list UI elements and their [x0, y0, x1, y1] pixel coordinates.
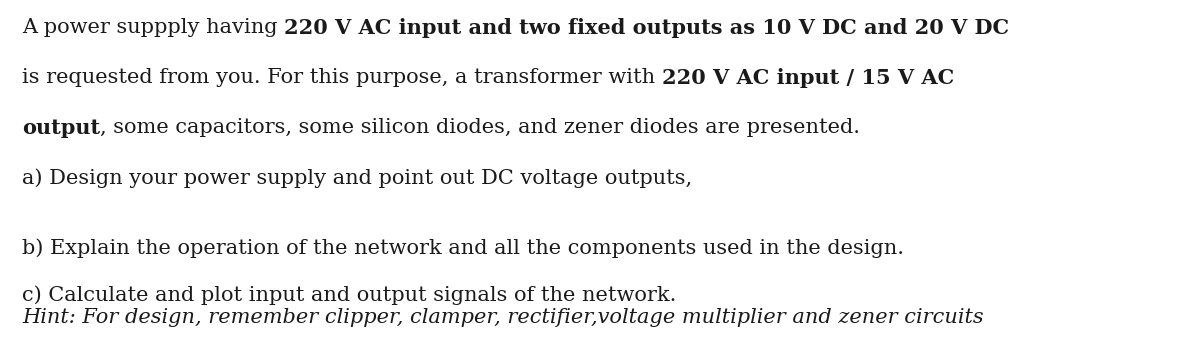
Text: c) Calculate and plot input and output signals of the network.: c) Calculate and plot input and output s…: [22, 285, 677, 305]
Text: Hint: For design, remember clipper, clamper, rectifier,voltage multiplier and ze: Hint: For design, remember clipper, clam…: [22, 308, 984, 327]
Text: A power suppply having: A power suppply having: [22, 18, 284, 37]
Text: output: output: [22, 118, 100, 138]
Text: , some capacitors, some silicon diodes, and zener diodes are presented.: , some capacitors, some silicon diodes, …: [100, 118, 860, 137]
Text: a) Design your power supply and point out DC voltage outputs,: a) Design your power supply and point ou…: [22, 168, 692, 188]
Text: is requested from you. For this purpose, a transformer with: is requested from you. For this purpose,…: [22, 68, 661, 87]
Text: 220 V AC input / 15 V AC: 220 V AC input / 15 V AC: [661, 68, 954, 88]
Text: b) Explain the operation of the network and all the components used in the desig: b) Explain the operation of the network …: [22, 238, 904, 258]
Text: 220 V AC input and two fixed outputs as 10 V DC and 20 V DC: 220 V AC input and two fixed outputs as …: [284, 18, 1009, 38]
